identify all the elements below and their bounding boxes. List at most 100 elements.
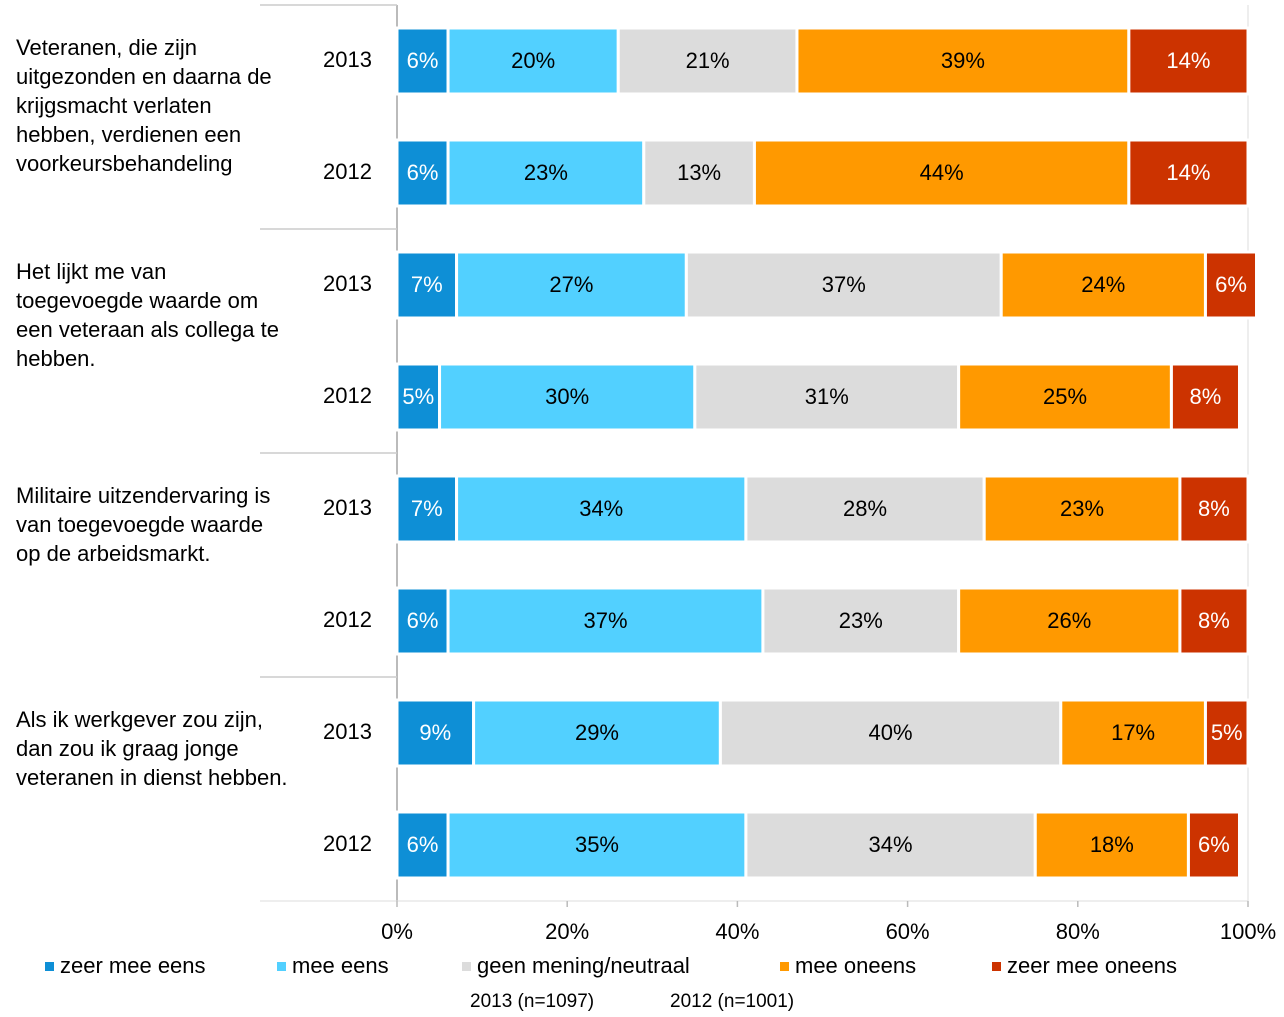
data-label: 8% [1190, 384, 1222, 409]
data-label: 8% [1198, 496, 1230, 521]
bar-segment [1033, 810, 1190, 880]
x-tick-label: 0% [381, 919, 413, 944]
y-tick-label: 2013 [323, 47, 372, 72]
data-label: 9% [419, 720, 451, 745]
data-label: 24% [1081, 272, 1125, 297]
x-tick-label: 80% [1056, 919, 1100, 944]
bar-segment [1178, 474, 1250, 544]
data-label: 23% [524, 160, 568, 185]
legend-swatch [45, 962, 54, 971]
data-label: 20% [511, 48, 555, 73]
data-label: 6% [407, 160, 439, 185]
legend-label: geen mening/neutraal [477, 953, 690, 978]
data-label: 6% [407, 608, 439, 633]
bar-segment [472, 698, 722, 768]
y-tick-label: 2012 [323, 831, 372, 856]
group-label: Als ik werkgever zou zijn, dan zou ik gr… [16, 707, 288, 790]
bar-segment [982, 474, 1182, 544]
legend-label: zeer mee eens [60, 953, 206, 978]
bar-segment [957, 586, 1182, 656]
bar-segment [744, 474, 986, 544]
data-label: 6% [1198, 832, 1230, 857]
group-label: Militaire uitzendervaring is van toegevo… [16, 483, 271, 566]
footnote: 2012 (n=1001) [670, 991, 794, 1012]
data-label: 29% [575, 720, 619, 745]
data-label: 25% [1043, 384, 1087, 409]
legend-label: mee oneens [795, 953, 916, 978]
bar-segment [1127, 138, 1250, 208]
bar-segment [718, 698, 1063, 768]
legend-swatch [780, 962, 789, 971]
data-label: 44% [920, 160, 964, 185]
legend-swatch [992, 962, 1001, 971]
bar-segment [693, 362, 961, 432]
data-label: 37% [822, 272, 866, 297]
y-tick-label: 2013 [323, 719, 372, 744]
y-tick-label: 2013 [323, 495, 372, 520]
data-label: 8% [1198, 608, 1230, 633]
x-tick-label: 100% [1220, 919, 1276, 944]
data-label: 34% [579, 496, 623, 521]
legend-label: mee eens [292, 953, 389, 978]
data-label: 28% [843, 496, 887, 521]
data-label: 34% [869, 832, 913, 857]
data-label: 7% [411, 496, 443, 521]
data-label: 13% [677, 160, 721, 185]
data-label: 40% [869, 720, 913, 745]
bar-segment [395, 810, 450, 880]
y-tick-label: 2012 [323, 383, 372, 408]
group-label: Het lijkt me van toegevoegde waarde om e… [16, 259, 279, 371]
legend-label: zeer mee oneens [1007, 953, 1177, 978]
data-label: 6% [407, 832, 439, 857]
bar-segment [446, 138, 646, 208]
bar-segment [446, 586, 765, 656]
bar-segment [999, 250, 1207, 320]
bar-segment [438, 362, 697, 432]
x-tick-label: 40% [715, 919, 759, 944]
data-label: 21% [686, 48, 730, 73]
data-label: 5% [402, 384, 434, 409]
data-label: 14% [1166, 160, 1210, 185]
data-label: 23% [1060, 496, 1104, 521]
bar-segment [455, 250, 688, 320]
data-label: 30% [545, 384, 589, 409]
bar-segment [395, 26, 450, 96]
bar-segment [395, 250, 459, 320]
data-label: 14% [1166, 48, 1210, 73]
bar-segment [752, 138, 1131, 208]
bar-segment [1169, 362, 1241, 432]
data-label: 37% [583, 608, 627, 633]
bar-segment [1203, 698, 1250, 768]
y-tick-label: 2012 [323, 607, 372, 632]
y-tick-label: 2012 [323, 159, 372, 184]
data-label: 5% [1211, 720, 1243, 745]
bar-segment [957, 362, 1173, 432]
data-label: 31% [805, 384, 849, 409]
legend-swatch [277, 962, 286, 971]
x-tick-label: 60% [886, 919, 930, 944]
bar-segment [1178, 586, 1250, 656]
data-label: 35% [575, 832, 619, 857]
bar-segment [1127, 26, 1250, 96]
x-tick-label: 20% [545, 919, 589, 944]
bar-segment [744, 810, 1037, 880]
bar-segment [1203, 250, 1259, 320]
data-label: 27% [549, 272, 593, 297]
group-label: Veteranen, die zijn uitgezonden en daarn… [16, 35, 272, 176]
bar-segment [395, 698, 476, 768]
data-label: 6% [1215, 272, 1247, 297]
legend-swatch [462, 962, 471, 971]
data-label: 7% [411, 272, 443, 297]
data-label: 17% [1111, 720, 1155, 745]
data-label: 39% [941, 48, 985, 73]
data-label: 18% [1090, 832, 1134, 857]
bar-segment [795, 26, 1131, 96]
bar-segment [395, 474, 459, 544]
bar-segment [1186, 810, 1241, 880]
footnote: 2013 (n=1097) [470, 991, 594, 1012]
y-tick-label: 2013 [323, 271, 372, 296]
data-label: 23% [839, 608, 883, 633]
data-label: 6% [407, 48, 439, 73]
